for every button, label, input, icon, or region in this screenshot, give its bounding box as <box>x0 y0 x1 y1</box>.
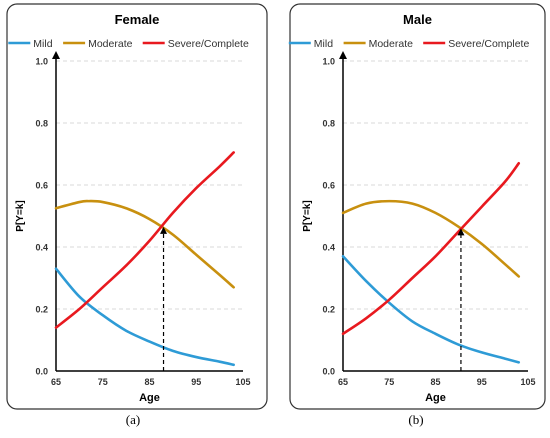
x-tick-label: 75 <box>384 377 394 387</box>
legend-label-mild: Mild <box>314 38 333 50</box>
x-tick-label: 95 <box>477 377 487 387</box>
series-line-moderate <box>341 199 521 278</box>
series-line-moderate <box>54 199 235 289</box>
x-tick-label: 85 <box>430 377 440 387</box>
x-tick-label: 65 <box>338 377 348 387</box>
chart-title: Female <box>115 12 160 27</box>
y-tick-label: 0.8 <box>35 119 48 129</box>
series-line-severe-complete <box>341 162 521 336</box>
legend-label-severe-complete: Severe/Complete <box>448 38 529 50</box>
y-tick-label: 0.6 <box>35 181 48 191</box>
intersection-marker-arrowhead <box>457 228 465 236</box>
intersection-marker-arrowhead <box>160 226 168 234</box>
y-axis-label: P[Y=k] <box>15 200 26 231</box>
x-axis-label: Age <box>139 392 160 404</box>
y-tick-label: 0.6 <box>322 181 335 191</box>
x-tick-label: 105 <box>235 377 250 387</box>
chart-panel-female: Female Mild Moderate Severe/Complete 0.0 0.2 0… <box>6 3 268 410</box>
x-tick-label: 75 <box>98 377 108 387</box>
y-tick-label: 0.0 <box>322 367 335 377</box>
x-tick-label: 105 <box>520 377 535 387</box>
y-tick-label: 0.2 <box>35 305 48 315</box>
series-line-mild <box>341 255 521 364</box>
legend-label-moderate: Moderate <box>369 38 414 50</box>
chart-title: Male <box>403 12 432 27</box>
x-tick-label: 65 <box>51 377 61 387</box>
x-tick-label: 85 <box>144 377 154 387</box>
legend-label-moderate: Moderate <box>88 38 133 50</box>
y-axis-arrowhead <box>339 51 347 59</box>
x-tick-label: 95 <box>191 377 201 387</box>
y-tick-label: 0.8 <box>322 119 335 129</box>
y-axis-label: P[Y=k] <box>302 200 313 231</box>
legend-label-severe-complete: Severe/Complete <box>168 38 249 50</box>
y-tick-label: 1.0 <box>322 57 335 67</box>
legend-label-mild: Mild <box>33 38 52 50</box>
y-tick-label: 0.4 <box>35 243 48 253</box>
y-tick-label: 0.2 <box>322 305 335 315</box>
caption-b: (b) <box>408 412 424 427</box>
chart-panel-male: Male Mild Moderate Severe/Complete 0.0 0.2 0.4… <box>288 3 546 410</box>
caption-a: (a) <box>125 412 141 427</box>
y-tick-label: 1.0 <box>35 57 48 67</box>
x-axis-label: Age <box>425 392 446 404</box>
series-line-severe-complete <box>54 151 235 329</box>
panel-border <box>6 3 268 410</box>
y-axis-arrowhead <box>52 51 60 59</box>
y-tick-label: 0.4 <box>322 243 335 253</box>
y-tick-label: 0.0 <box>35 367 48 377</box>
